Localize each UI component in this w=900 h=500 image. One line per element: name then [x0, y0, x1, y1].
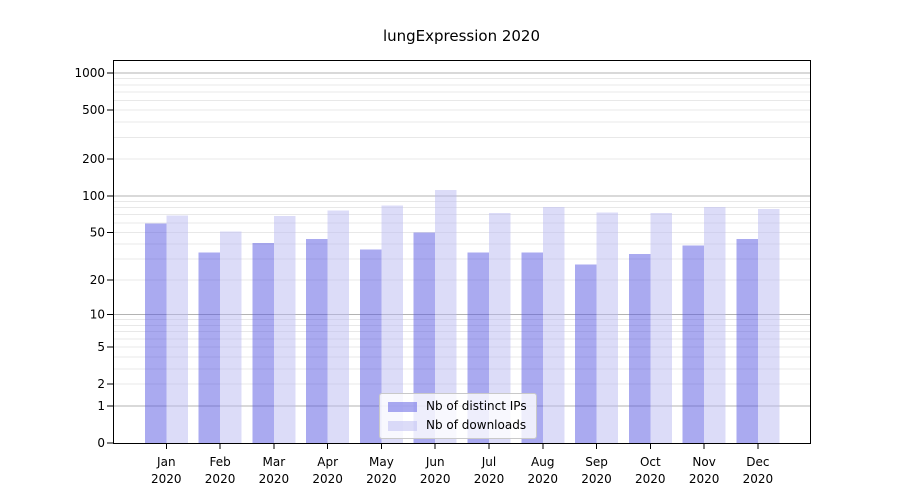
y-tick-label: 50 [90, 225, 105, 239]
x-tick-label-year: 2020 [366, 472, 397, 486]
bar-downloads-jan [166, 215, 188, 443]
legend-row-distinct-ips: Nb of distinct IPs [388, 399, 527, 414]
y-tick-label: 500 [82, 103, 105, 117]
y-tick-label: 200 [82, 152, 105, 166]
bar-downloads-jul [488, 213, 511, 443]
x-tick-label-year: 2020 [743, 472, 774, 486]
bar-distinct-ips-jun [413, 232, 436, 443]
x-tick-label-month: Nov [692, 455, 715, 469]
plot-border [113, 60, 811, 444]
bar-downloads-oct [650, 213, 672, 443]
x-tick-label-month: Sep [585, 455, 608, 469]
legend-row-downloads: Nb of downloads [388, 418, 527, 433]
y-tick-label: 100 [82, 189, 105, 203]
x-tick-label-year: 2020 [474, 472, 505, 486]
x-tick-label-month: Jun [425, 455, 445, 469]
bar-downloads-sep [596, 212, 619, 443]
bar-downloads-apr [327, 210, 350, 443]
x-tick-label-month: Feb [209, 455, 230, 469]
chart-title: lungExpression 2020 [382, 27, 541, 45]
x-tick-label-year: 2020 [151, 472, 182, 486]
x-tick-label-month: Mar [263, 455, 286, 469]
bar-distinct-ips-sep [575, 264, 597, 443]
x-tick-label-month: Dec [746, 455, 769, 469]
x-tick-label-year: 2020 [420, 472, 451, 486]
bar-downloads-nov [704, 206, 726, 443]
x-tick-label-month: Oct [640, 455, 661, 469]
x-tick-label-year: 2020 [689, 472, 720, 486]
bar-distinct-ips-apr [306, 239, 328, 443]
x-tick-label-month: May [369, 455, 394, 469]
y-tick-label: 1 [97, 399, 105, 413]
x-tick-label-year: 2020 [581, 472, 612, 486]
bar-distinct-ips-nov [682, 245, 705, 443]
x-tick-label-year: 2020 [527, 472, 558, 486]
bar-downloads-jun [435, 189, 457, 443]
x-tick-label-year: 2020 [259, 472, 290, 486]
y-tick-label: 20 [90, 273, 105, 287]
legend-label-distinct-ips: Nb of distinct IPs [426, 399, 527, 413]
bar-distinct-ips-oct [628, 254, 651, 443]
y-tick-label: 1000 [74, 66, 105, 80]
bar-distinct-ips-mar [252, 242, 274, 443]
legend-swatch-distinct-ips [388, 401, 417, 412]
legend-swatch-downloads [388, 420, 417, 431]
bar-distinct-ips-dec [736, 239, 758, 443]
bar-downloads-dec [757, 208, 780, 443]
legend-label-downloads: Nb of downloads [426, 418, 527, 432]
legend: Nb of distinct IPs Nb of downloads [379, 393, 537, 439]
bar-distinct-ips-jan [144, 223, 167, 443]
x-tick-label-month: Jul [481, 455, 496, 469]
y-tick-label: 10 [90, 308, 105, 322]
y-tick-label: 0 [97, 436, 105, 450]
x-tick-label-year: 2020 [312, 472, 343, 486]
x-tick-label-year: 2020 [205, 472, 236, 486]
bar-distinct-ips-may [359, 249, 382, 443]
x-tick-label-month: Aug [531, 455, 554, 469]
y-tick-label: 2 [97, 377, 105, 391]
bar-downloads-feb [220, 231, 242, 443]
x-tick-label-month: Apr [317, 455, 338, 469]
x-tick-label-year: 2020 [635, 472, 666, 486]
y-tick-label: 5 [97, 340, 105, 354]
bar-downloads-aug [542, 206, 565, 443]
bar-downloads-mar [273, 216, 296, 443]
bar-downloads-may [381, 205, 403, 443]
bar-distinct-ips-feb [198, 252, 221, 443]
x-tick-label-month: Jan [156, 455, 176, 469]
